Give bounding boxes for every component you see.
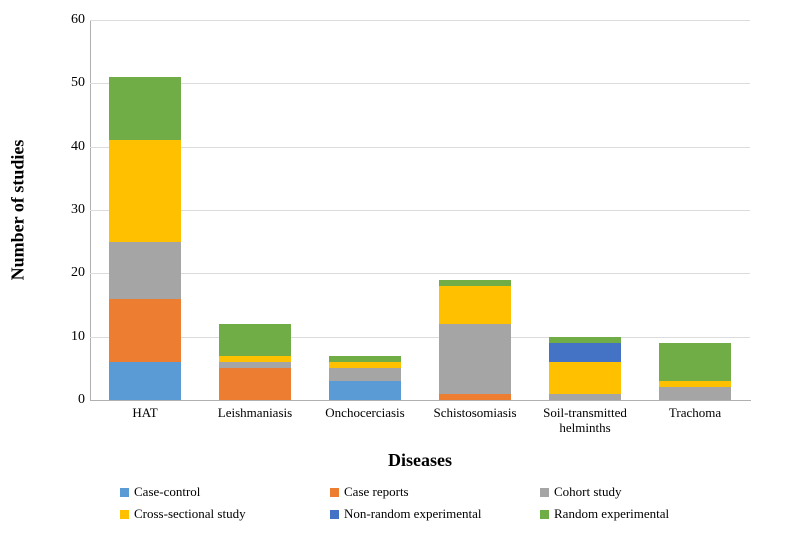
gridline [90,210,750,211]
y-tick-label: 40 [60,139,85,155]
bar-segment-random_exp [329,356,401,362]
y-tick-label: 10 [60,329,85,345]
x-tick-label: Soil-transmittedhelminths [543,406,627,436]
legend-label: Cross-sectional study [134,506,246,522]
legend-item: Cross-sectional study [120,506,290,522]
bar-segment-cohort [329,368,401,381]
legend: Case-control Case reports Cohort study Cro… [120,484,720,528]
bar-segment-case_control [109,362,181,400]
bar-segment-case_reports [219,368,291,400]
bar-segment-cross_sectional [439,286,511,324]
legend-label: Cohort study [554,484,622,500]
gridline [90,273,750,274]
legend-swatch [330,488,339,497]
legend-label: Non-random experimental [344,506,482,522]
legend-item: Cohort study [540,484,710,500]
bar-segment-cross_sectional [329,362,401,368]
y-tick-label: 50 [60,75,85,91]
gridline [90,147,750,148]
y-axis-label: Number of studies [8,140,29,281]
legend-swatch [540,488,549,497]
bar-segment-case_control [329,381,401,400]
legend-item: Non-random experimental [330,506,500,522]
bar-segment-cross_sectional [219,356,291,362]
legend-label: Random experimental [554,506,669,522]
x-tick-label: HAT [132,406,157,421]
bar-segment-cohort [219,362,291,368]
legend-item: Case-control [120,484,290,500]
bar-segment-random_exp [549,337,621,343]
y-tick-label: 0 [60,392,85,408]
bar-segment-case_reports [439,394,511,400]
bar-segment-cohort [109,242,181,299]
y-tick-label: 30 [60,202,85,218]
gridline [90,20,750,21]
x-axis-label: Diseases [388,450,452,471]
bar-segment-random_exp [659,343,731,381]
legend-label: Case reports [344,484,409,500]
bar-segment-non_random_exp [549,343,621,362]
legend-label: Case-control [134,484,200,500]
legend-swatch [120,510,129,519]
bar-segment-cross_sectional [659,381,731,387]
x-tick-label: Leishmaniasis [218,406,292,421]
x-tick-label: Onchocerciasis [325,406,404,421]
bar-segment-cohort [549,394,621,400]
legend-swatch [330,510,339,519]
gridline [90,83,750,84]
legend-item: Random experimental [540,506,710,522]
legend-item: Case reports [330,484,500,500]
chart-container: Number of studies Diseases 0 10 20 30 40 50 60… [0,0,786,541]
bar-segment-cross_sectional [109,140,181,241]
bar-segment-random_exp [219,324,291,356]
x-tick-label: Schistosomiasis [433,406,516,421]
bar-segment-random_exp [109,77,181,140]
bar-segment-cohort [439,324,511,394]
x-tick-label: Trachoma [669,406,721,421]
gridline [90,337,750,338]
bar-segment-cohort [659,387,731,400]
y-tick-label: 60 [60,12,85,28]
legend-swatch [540,510,549,519]
bar-segment-cross_sectional [549,362,621,394]
legend-swatch [120,488,129,497]
bar-segment-random_exp [439,280,511,286]
y-tick-label: 20 [60,265,85,281]
bar-segment-case_reports [109,299,181,362]
